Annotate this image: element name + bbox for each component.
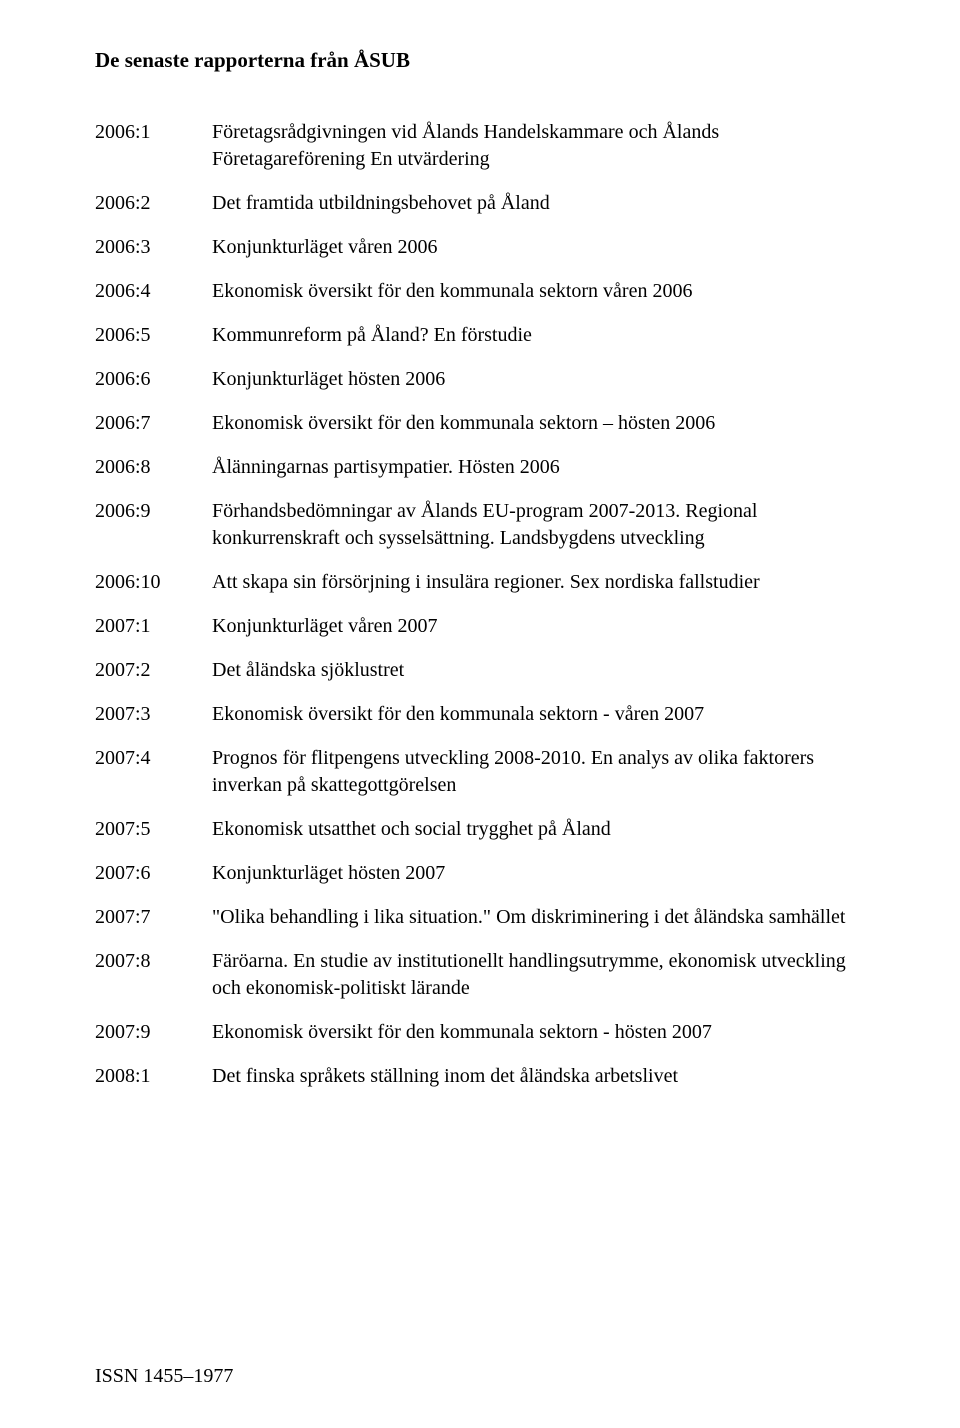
report-description: Prognos för flitpengens utveckling 2008-… xyxy=(212,745,865,799)
report-row: 2007:7"Olika behandling i lika situation… xyxy=(95,904,865,931)
report-description: Konjunkturläget hösten 2006 xyxy=(212,366,865,393)
report-code: 2006:8 xyxy=(95,454,212,481)
report-row: 2007:1Konjunkturläget våren 2007 xyxy=(95,613,865,640)
report-row: 2006:7Ekonomisk översikt för den kommuna… xyxy=(95,410,865,437)
report-description: Ekonomisk översikt för den kommunala sek… xyxy=(212,278,865,305)
report-code: 2007:5 xyxy=(95,816,212,843)
report-code: 2007:4 xyxy=(95,745,212,772)
report-description: Ekonomisk översikt för den kommunala sek… xyxy=(212,1019,865,1046)
report-code: 2006:9 xyxy=(95,498,212,525)
page-title: De senaste rapporterna från ÅSUB xyxy=(95,48,865,73)
report-description: Färöarna. En studie av institutionellt h… xyxy=(212,948,865,1002)
report-row: 2006:2Det framtida utbildningsbehovet på… xyxy=(95,190,865,217)
report-description: Ekonomisk översikt för den kommunala sek… xyxy=(212,701,865,728)
report-list: 2006:1Företagsrådgivningen vid Ålands Ha… xyxy=(95,119,865,1090)
report-description: Förhandsbedömningar av Ålands EU-program… xyxy=(212,498,865,552)
report-code: 2007:9 xyxy=(95,1019,212,1046)
report-row: 2006:10Att skapa sin försörjning i insul… xyxy=(95,569,865,596)
report-description: Det åländska sjöklustret xyxy=(212,657,865,684)
report-code: 2007:2 xyxy=(95,657,212,684)
issn-label: ISSN 1455–1977 xyxy=(95,1365,233,1388)
report-code: 2006:2 xyxy=(95,190,212,217)
report-description: Ekonomisk översikt för den kommunala sek… xyxy=(212,410,865,437)
report-row: 2007:6Konjunkturläget hösten 2007 xyxy=(95,860,865,887)
report-row: 2007:3Ekonomisk översikt för den kommuna… xyxy=(95,701,865,728)
report-row: 2006:9Förhandsbedömningar av Ålands EU-p… xyxy=(95,498,865,552)
report-row: 2008:1Det finska språkets ställning inom… xyxy=(95,1063,865,1090)
report-description: Det finska språkets ställning inom det å… xyxy=(212,1063,865,1090)
report-description: Ekonomisk utsatthet och social trygghet … xyxy=(212,816,865,843)
report-description: Ålänningarnas partisympatier. Hösten 200… xyxy=(212,454,865,481)
report-description: Konjunkturläget hösten 2007 xyxy=(212,860,865,887)
document-page: De senaste rapporterna från ÅSUB 2006:1F… xyxy=(0,0,960,1428)
report-row: 2007:8Färöarna. En studie av institution… xyxy=(95,948,865,1002)
report-code: 2007:6 xyxy=(95,860,212,887)
report-row: 2007:9Ekonomisk översikt för den kommuna… xyxy=(95,1019,865,1046)
report-code: 2006:1 xyxy=(95,119,212,146)
report-description: Det framtida utbildningsbehovet på Åland xyxy=(212,190,865,217)
report-description: Konjunkturläget våren 2006 xyxy=(212,234,865,261)
report-description: Konjunkturläget våren 2007 xyxy=(212,613,865,640)
report-description: Företagsrådgivningen vid Ålands Handelsk… xyxy=(212,119,865,173)
report-row: 2007:2Det åländska sjöklustret xyxy=(95,657,865,684)
report-row: 2006:8Ålänningarnas partisympatier. Höst… xyxy=(95,454,865,481)
report-code: 2006:3 xyxy=(95,234,212,261)
report-row: 2006:5Kommunreform på Åland? En förstudi… xyxy=(95,322,865,349)
report-code: 2006:10 xyxy=(95,569,212,596)
report-description: "Olika behandling i lika situation." Om … xyxy=(212,904,865,931)
report-code: 2008:1 xyxy=(95,1063,212,1090)
report-code: 2007:7 xyxy=(95,904,212,931)
report-code: 2007:1 xyxy=(95,613,212,640)
report-code: 2007:8 xyxy=(95,948,212,975)
report-description: Kommunreform på Åland? En förstudie xyxy=(212,322,865,349)
report-code: 2006:6 xyxy=(95,366,212,393)
report-code: 2006:4 xyxy=(95,278,212,305)
report-description: Att skapa sin försörjning i insulära reg… xyxy=(212,569,865,596)
report-row: 2006:6Konjunkturläget hösten 2006 xyxy=(95,366,865,393)
report-code: 2006:5 xyxy=(95,322,212,349)
report-code: 2006:7 xyxy=(95,410,212,437)
report-row: 2006:3Konjunkturläget våren 2006 xyxy=(95,234,865,261)
report-row: 2006:4Ekonomisk översikt för den kommuna… xyxy=(95,278,865,305)
report-row: 2007:5Ekonomisk utsatthet och social try… xyxy=(95,816,865,843)
report-row: 2007:4Prognos för flitpengens utveckling… xyxy=(95,745,865,799)
report-row: 2006:1Företagsrådgivningen vid Ålands Ha… xyxy=(95,119,865,173)
report-code: 2007:3 xyxy=(95,701,212,728)
